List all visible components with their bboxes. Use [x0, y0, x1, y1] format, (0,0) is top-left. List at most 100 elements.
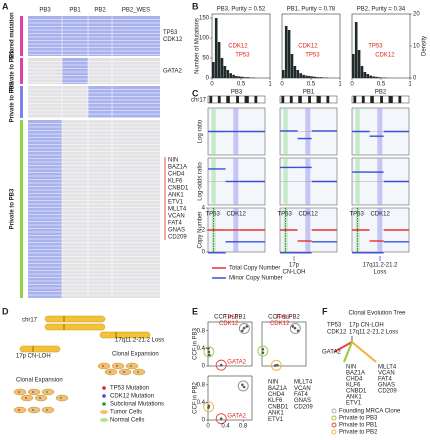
diagram-label: 17p CN-LOH [16, 354, 51, 360]
point-label: CDK12 [219, 321, 239, 327]
y-tick-label: 0.8 [197, 382, 206, 388]
gene-annotation: CDK12 [298, 44, 318, 50]
legend-dot [331, 422, 337, 428]
gene-list: NIN [268, 380, 278, 386]
ideogram-band [298, 96, 302, 103]
plot-title: PB1, Purity = 0.78 [287, 7, 336, 13]
legend-label: Private to PB3 [339, 416, 378, 422]
legend-cell [100, 418, 108, 422]
histogram-bar [238, 76, 241, 78]
cell [55, 394, 69, 402]
cell [13, 388, 27, 396]
scatter-point [219, 363, 223, 367]
x-axis-label: CCF in PB1 [214, 315, 246, 321]
panel-label: F [322, 306, 328, 316]
y-tick-label: 0 [202, 250, 206, 256]
ideogram-band [226, 96, 230, 103]
sample-name: PB1 [303, 90, 315, 96]
diagram-label: chr17 [22, 318, 38, 324]
cell [118, 368, 132, 376]
legend-label: Subclonal Mutations [110, 402, 164, 408]
diagram-label: 17q11.2-21.2 Loss [115, 338, 164, 344]
histogram-bar [357, 50, 361, 78]
histogram-bar [302, 74, 305, 78]
legend-label: Minor Copy Number [229, 276, 283, 282]
ideogram-band [281, 96, 285, 103]
legend-dot [102, 402, 106, 406]
gene-list: KLF6 [268, 398, 283, 404]
legend-label: Normal Cells [110, 418, 144, 424]
cell [20, 394, 34, 402]
gene-label: CDK12 [298, 212, 318, 218]
histogram-bar [363, 72, 367, 78]
gene-label: VCAN [168, 214, 185, 220]
cell [27, 388, 41, 396]
x-tick-label: 0.5 [377, 82, 386, 88]
ideogram-band [289, 96, 293, 103]
scatter-point [242, 326, 246, 330]
histogram-bar [232, 74, 235, 78]
x-tick-label: 0 [206, 424, 210, 430]
mutation-dot [109, 371, 111, 373]
ideogram-band [308, 96, 311, 103]
gene-annotation: TP53 [368, 44, 383, 50]
plot-frame [207, 321, 253, 367]
y-tick-label: 50 [202, 56, 209, 62]
column-header: PB3 [39, 8, 51, 14]
cluster-ring [237, 380, 249, 392]
gene-list: GNAS [294, 398, 311, 404]
ideogram-band [398, 96, 402, 103]
histogram-bar [308, 76, 311, 78]
gene-list: ANK1 [346, 395, 362, 401]
histogram-bar [226, 70, 230, 78]
gene-label: FAT4 [168, 221, 183, 227]
x-tick-label: 0.5 [237, 82, 246, 88]
gene-label: KLF6 [168, 179, 183, 185]
gene-annotation: CDK12 [375, 53, 395, 59]
histogram-bar [235, 76, 238, 78]
scatter-point [207, 406, 210, 409]
heatmap-block [28, 58, 160, 84]
row-label: Log ratio [198, 119, 204, 143]
legend-dot [331, 415, 337, 421]
cluster-ring [289, 323, 301, 334]
event-label: 17p CN-LOH [349, 323, 384, 329]
panel-label: E [192, 306, 198, 316]
ideogram-band [236, 96, 239, 103]
point-label: CDK12 [270, 321, 290, 327]
y-axis-label: CCF in PB3 [193, 328, 199, 360]
histogram-bar [220, 58, 224, 78]
mutation-dot [46, 391, 48, 393]
group-bar [20, 16, 23, 56]
y-tick-label: 0 [202, 364, 206, 370]
mutation-dot [116, 365, 118, 367]
heatmap-rows [28, 86, 160, 118]
x-tick-label: 0.4 [221, 424, 230, 430]
ideogram-band [209, 96, 213, 103]
cluster-ring [238, 323, 250, 334]
cell [41, 406, 55, 414]
plot-title: PB2, Purity = 0.34 [357, 7, 406, 13]
chromosome [19, 345, 61, 353]
scatter-point [208, 353, 211, 357]
scatter-point [245, 325, 249, 328]
cell [97, 362, 111, 370]
heatmap-present [28, 120, 62, 298]
gene-annotation: TP53 [305, 53, 320, 59]
histogram-bar [229, 73, 232, 78]
annotation: CN-LOH [282, 270, 305, 276]
ideogram-band [326, 96, 330, 103]
cdk12-band [377, 208, 383, 252]
histogram-bar [241, 76, 244, 78]
cell [34, 394, 48, 402]
root-label: TP53 [327, 323, 342, 329]
y-tick-label: 0 [202, 418, 206, 424]
point-label: TP53 [224, 315, 239, 321]
ideogram-band [254, 96, 258, 103]
mutation-dot [102, 365, 104, 367]
gene-list: MLLT4 [294, 380, 313, 386]
row-label: Log-odds ratio [198, 162, 204, 201]
gene-annotation: CDK12 [228, 44, 248, 50]
gene-list: GNAS [378, 383, 395, 389]
gene-label: GATA2 [163, 69, 182, 75]
